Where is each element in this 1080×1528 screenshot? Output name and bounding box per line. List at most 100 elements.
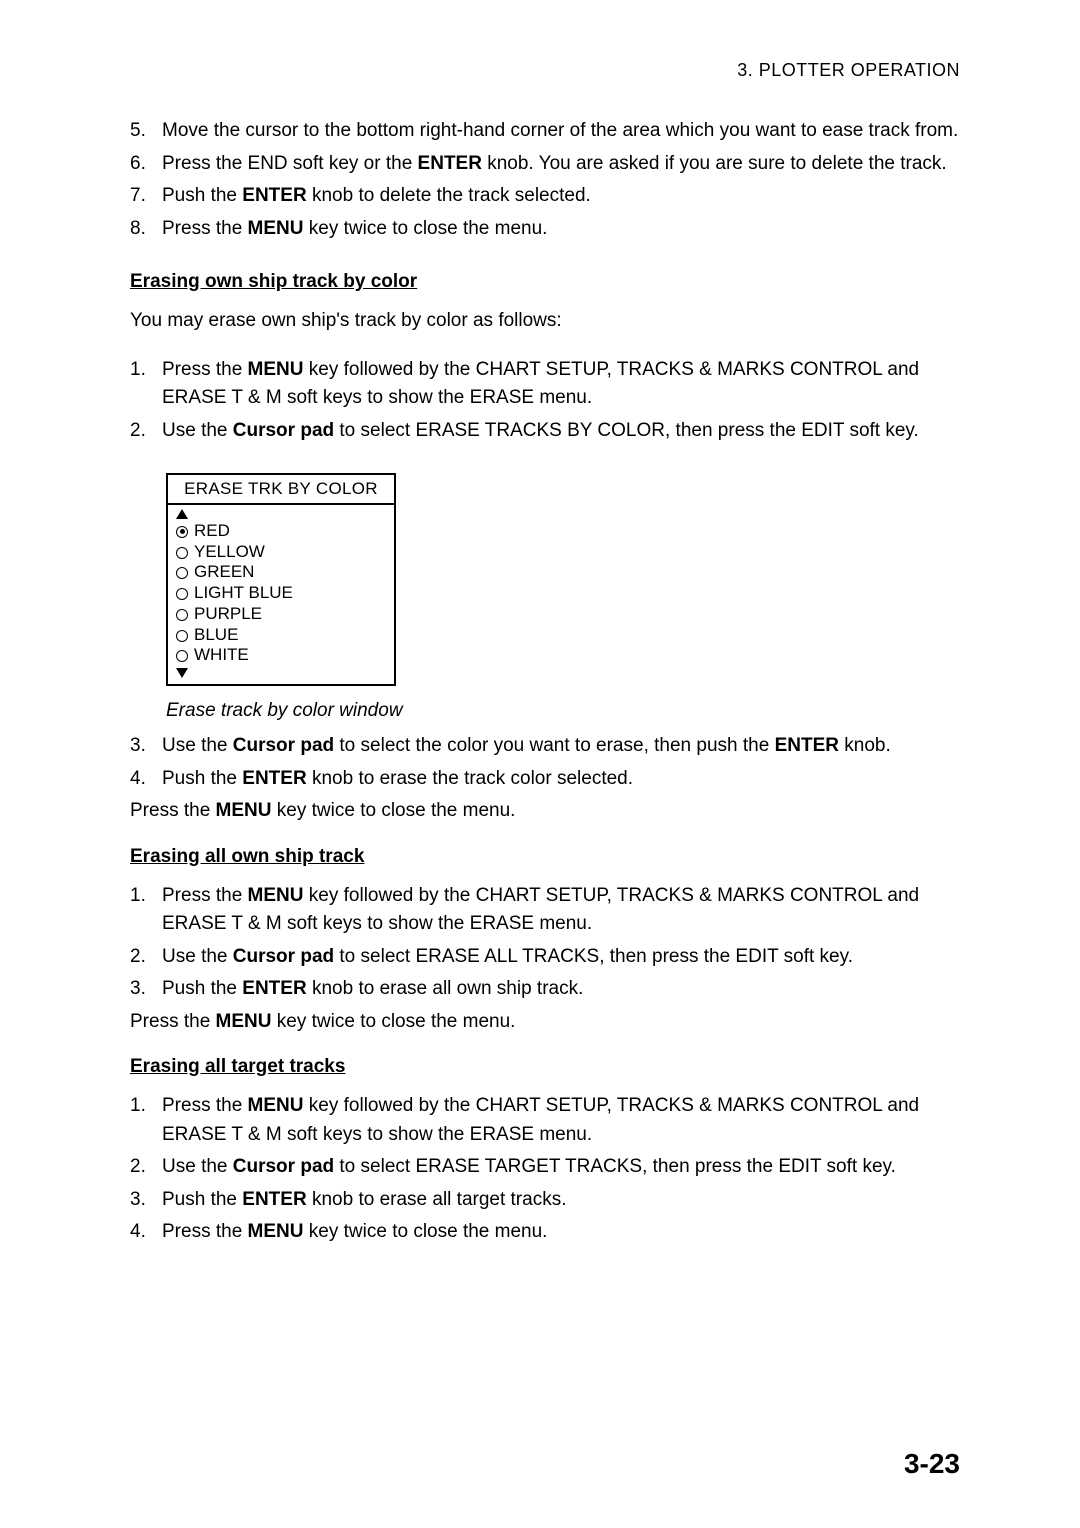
list-item: 4.Press the MENU key twice to close the … — [130, 1218, 960, 1247]
list-number: 4. — [130, 1218, 162, 1247]
bold-term: ENTER — [775, 735, 839, 756]
list-number: 3. — [130, 732, 162, 761]
color-label: RED — [194, 521, 230, 542]
erase-trk-window: ERASE TRK BY COLOR REDYELLOWGREENLIGHT B… — [166, 473, 396, 686]
list-text: Press the MENU key followed by the CHART… — [162, 882, 960, 939]
color-label: LIGHT BLUE — [194, 583, 293, 604]
sec2-steps: 1.Press the MENU key followed by the CHA… — [130, 882, 960, 1004]
radio-icon — [176, 547, 188, 559]
list-number: 4. — [130, 765, 162, 794]
bold-term: MENU — [216, 1011, 272, 1032]
radio-icon — [176, 588, 188, 600]
bold-term: MENU — [216, 800, 272, 821]
bold-term: MENU — [248, 1095, 304, 1116]
list-number: 3. — [130, 975, 162, 1004]
list-item: 1.Press the MENU key followed by the CHA… — [130, 882, 960, 939]
section-intro: You may erase own ship's track by color … — [130, 307, 960, 336]
list-item: 2.Use the Cursor pad to select ERASE TRA… — [130, 417, 960, 446]
list-item: 1.Press the MENU key followed by the CHA… — [130, 356, 960, 413]
sec3-steps: 1.Press the MENU key followed by the CHA… — [130, 1092, 960, 1247]
list-item: 1.Press the MENU key followed by the CHA… — [130, 1092, 960, 1149]
radio-icon — [176, 567, 188, 579]
list-item: 2.Use the Cursor pad to select ERASE ALL… — [130, 943, 960, 972]
diagram-title: ERASE TRK BY COLOR — [168, 475, 394, 505]
scroll-down-icon — [176, 668, 188, 678]
bold-term: ENTER — [242, 185, 306, 206]
list-item: 3.Use the Cursor pad to select the color… — [130, 732, 960, 761]
list-text: Press the MENU key followed by the CHART… — [162, 356, 960, 413]
list-item: 5.Move the cursor to the bottom right-ha… — [130, 117, 960, 146]
color-label: GREEN — [194, 562, 254, 583]
radio-selected-icon — [176, 526, 188, 538]
list-text: Use the Cursor pad to select ERASE TARGE… — [162, 1153, 960, 1182]
bold-term: Cursor pad — [233, 735, 334, 756]
list-item: 6.Press the END soft key or the ENTER kn… — [130, 150, 960, 179]
list-number: 2. — [130, 1153, 162, 1182]
list-text: Press the MENU key twice to close the me… — [162, 1218, 960, 1247]
color-option: BLUE — [176, 625, 386, 646]
section-heading: Erasing own ship track by color — [130, 271, 960, 293]
color-option: GREEN — [176, 562, 386, 583]
list-text: Move the cursor to the bottom right-hand… — [162, 117, 960, 146]
color-option: YELLOW — [176, 542, 386, 563]
list-number: 7. — [130, 182, 162, 211]
list-text: Use the Cursor pad to select ERASE TRACK… — [162, 417, 960, 446]
page-number: 3-23 — [904, 1448, 960, 1480]
list-text: Push the ENTER knob to erase the track c… — [162, 765, 960, 794]
diagram-body: REDYELLOWGREENLIGHT BLUEPURPLEBLUEWHITE — [168, 505, 394, 684]
section-heading: Erasing all target tracks — [130, 1056, 960, 1078]
bold-term: MENU — [248, 1221, 304, 1242]
list-item: 8.Press the MENU key twice to close the … — [130, 215, 960, 244]
list-item: 3.Push the ENTER knob to erase all own s… — [130, 975, 960, 1004]
color-label: WHITE — [194, 645, 249, 666]
page: 3. PLOTTER OPERATION 5.Move the cursor t… — [0, 0, 1080, 1528]
bold-term: ENTER — [242, 768, 306, 789]
color-option: LIGHT BLUE — [176, 583, 386, 604]
list-number: 2. — [130, 417, 162, 446]
list-number: 1. — [130, 356, 162, 413]
bold-term: MENU — [248, 218, 304, 239]
color-label: YELLOW — [194, 542, 265, 563]
list-text: Push the ENTER knob to erase all target … — [162, 1186, 960, 1215]
list-number: 3. — [130, 1186, 162, 1215]
list-text: Push the ENTER knob to delete the track … — [162, 182, 960, 211]
list-text: Push the ENTER knob to erase all own shi… — [162, 975, 960, 1004]
bold-term: ENTER — [418, 153, 482, 174]
list-text: Press the END soft key or the ENTER knob… — [162, 150, 960, 179]
list-text: Press the MENU key followed by the CHART… — [162, 1092, 960, 1149]
list-number: 2. — [130, 943, 162, 972]
color-option: WHITE — [176, 645, 386, 666]
bold-term: ENTER — [242, 978, 306, 999]
list-number: 6. — [130, 150, 162, 179]
section-heading: Erasing all own ship track — [130, 846, 960, 868]
radio-icon — [176, 630, 188, 642]
list-text: Press the MENU key twice to close the me… — [162, 215, 960, 244]
bold-term: Cursor pad — [233, 946, 334, 967]
list-item: 2.Use the Cursor pad to select ERASE TAR… — [130, 1153, 960, 1182]
list-number: 5. — [130, 117, 162, 146]
sec1-steps-b: 3.Use the Cursor pad to select the color… — [130, 732, 960, 793]
radio-icon — [176, 609, 188, 621]
list-number: 8. — [130, 215, 162, 244]
diagram-container: ERASE TRK BY COLOR REDYELLOWGREENLIGHT B… — [166, 473, 960, 686]
chapter-header: 3. PLOTTER OPERATION — [130, 60, 960, 81]
bold-term: Cursor pad — [233, 420, 334, 441]
list-number: 1. — [130, 882, 162, 939]
sec2-closing: Press the MENU key twice to close the me… — [130, 1008, 960, 1037]
sec1-steps-a: 1.Press the MENU key followed by the CHA… — [130, 356, 960, 446]
list-text: Use the Cursor pad to select ERASE ALL T… — [162, 943, 960, 972]
radio-icon — [176, 650, 188, 662]
sec1-closing: Press the MENU key twice to close the me… — [130, 797, 960, 826]
color-label: PURPLE — [194, 604, 262, 625]
bold-term: MENU — [248, 885, 304, 906]
list-item: 7.Push the ENTER knob to delete the trac… — [130, 182, 960, 211]
bold-term: ENTER — [242, 1189, 306, 1210]
bold-term: MENU — [248, 359, 304, 380]
scroll-up-icon — [176, 509, 188, 519]
bold-term: Cursor pad — [233, 1156, 334, 1177]
list-item: 4.Push the ENTER knob to erase the track… — [130, 765, 960, 794]
continued-list: 5.Move the cursor to the bottom right-ha… — [130, 117, 960, 243]
color-option: PURPLE — [176, 604, 386, 625]
figure-caption: Erase track by color window — [166, 700, 960, 722]
list-item: 3.Push the ENTER knob to erase all targe… — [130, 1186, 960, 1215]
